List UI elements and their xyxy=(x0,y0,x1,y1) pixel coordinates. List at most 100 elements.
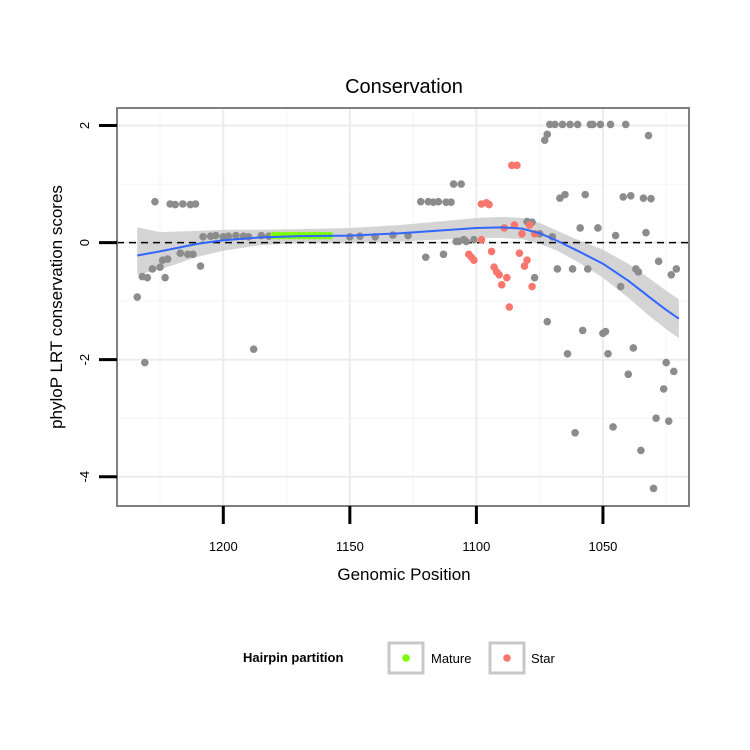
data-point-other xyxy=(576,224,584,232)
data-point-other xyxy=(176,249,185,257)
data-point-other xyxy=(161,273,169,282)
data-point-other xyxy=(133,293,142,301)
data-point-other xyxy=(421,253,430,262)
data-point-other xyxy=(667,271,676,279)
x-tick-label: 1100 xyxy=(462,539,490,554)
data-point-other xyxy=(611,231,620,240)
data-point-star xyxy=(520,262,529,270)
data-point-other xyxy=(141,358,149,367)
legend-label-mature: Mature xyxy=(431,651,471,666)
plot-panel xyxy=(116,107,690,507)
data-point-other xyxy=(249,345,258,353)
panel-background xyxy=(117,108,689,506)
y-tick-label: -4 xyxy=(77,471,92,483)
data-point-other xyxy=(654,257,663,266)
data-point-star xyxy=(470,256,478,264)
data-point-other xyxy=(163,255,172,263)
data-point-star xyxy=(518,230,526,238)
legend-title: Hairpin partition xyxy=(243,650,343,665)
data-point-other xyxy=(151,197,159,206)
data-point-other xyxy=(439,250,448,259)
series-mature xyxy=(270,231,334,240)
data-point-other xyxy=(649,484,658,493)
data-point-other xyxy=(664,417,673,425)
data-point-other xyxy=(346,232,354,241)
data-point-star xyxy=(510,221,519,229)
data-point-other xyxy=(642,228,650,237)
data-point-other xyxy=(594,224,602,232)
data-point-other xyxy=(568,265,577,273)
data-point-other xyxy=(606,120,615,129)
data-point-star xyxy=(487,247,496,256)
data-point-other xyxy=(672,265,681,273)
data-point-other xyxy=(462,237,471,246)
data-point-star xyxy=(497,280,506,289)
data-point-star xyxy=(485,200,493,209)
data-point-other xyxy=(224,232,233,240)
x-tick-label: 1200 xyxy=(209,539,238,554)
data-point-other xyxy=(644,131,653,140)
data-point-star xyxy=(465,250,473,259)
data-point-other xyxy=(543,130,552,139)
data-point-other xyxy=(563,350,572,358)
data-point-star xyxy=(505,303,514,311)
data-point-other xyxy=(196,262,205,270)
legend-dot-star xyxy=(503,654,511,662)
data-point-other xyxy=(629,344,638,352)
data-point-other xyxy=(232,231,240,240)
data-point-other xyxy=(601,327,610,336)
data-point-other xyxy=(637,446,645,455)
data-point-other xyxy=(639,194,648,202)
data-point-other xyxy=(171,200,180,209)
legend-dot-mature xyxy=(402,654,410,662)
data-point-other xyxy=(449,180,458,188)
data-point-other xyxy=(457,180,466,188)
data-point-other xyxy=(530,273,539,282)
data-point-other xyxy=(604,350,612,358)
data-point-other xyxy=(470,235,478,244)
data-point-other xyxy=(189,250,197,259)
data-point-other xyxy=(596,120,605,129)
data-point-other xyxy=(634,268,643,276)
data-point-other xyxy=(616,282,625,291)
data-point-other xyxy=(624,370,633,379)
legend: Hairpin partition Mature Star xyxy=(243,641,556,675)
data-point-other xyxy=(540,136,549,144)
legend-label-star: Star xyxy=(531,651,556,666)
data-point-other xyxy=(191,200,200,208)
y-axis-title: phyloP LRT conservation scores xyxy=(47,185,66,429)
data-point-star xyxy=(477,235,486,244)
x-tick-label: 1150 xyxy=(336,539,364,554)
data-point-other xyxy=(670,367,678,376)
data-point-other xyxy=(543,317,552,326)
data-point-other xyxy=(621,120,630,129)
x-tick-label: 1050 xyxy=(588,539,617,554)
data-point-other xyxy=(434,197,443,206)
data-point-other xyxy=(578,326,587,335)
data-point-other xyxy=(581,190,590,199)
data-point-other xyxy=(647,194,655,203)
data-point-star xyxy=(502,273,511,282)
data-point-other xyxy=(619,193,627,201)
data-point-star xyxy=(523,256,531,264)
data-point-other xyxy=(609,423,617,431)
y-tick-label: -2 xyxy=(77,354,92,366)
data-point-other xyxy=(558,120,567,129)
smooth-fit-line xyxy=(137,226,680,320)
data-point-other xyxy=(652,414,660,423)
chart-title: Conservation xyxy=(345,76,463,98)
x-axis-title: Genomic Position xyxy=(337,565,470,584)
data-point-other xyxy=(211,231,220,240)
data-point-star xyxy=(515,249,524,257)
data-point-other xyxy=(553,265,562,273)
data-point-other xyxy=(389,231,397,239)
data-point-star xyxy=(495,271,503,279)
data-point-other xyxy=(156,263,164,272)
data-point-other xyxy=(199,232,207,241)
data-point-other xyxy=(551,120,559,129)
data-point-star xyxy=(528,282,536,291)
data-point-other xyxy=(416,197,425,206)
data-point-other xyxy=(566,120,574,129)
y-tick-label: 0 xyxy=(77,239,92,246)
data-point-other xyxy=(571,429,579,437)
